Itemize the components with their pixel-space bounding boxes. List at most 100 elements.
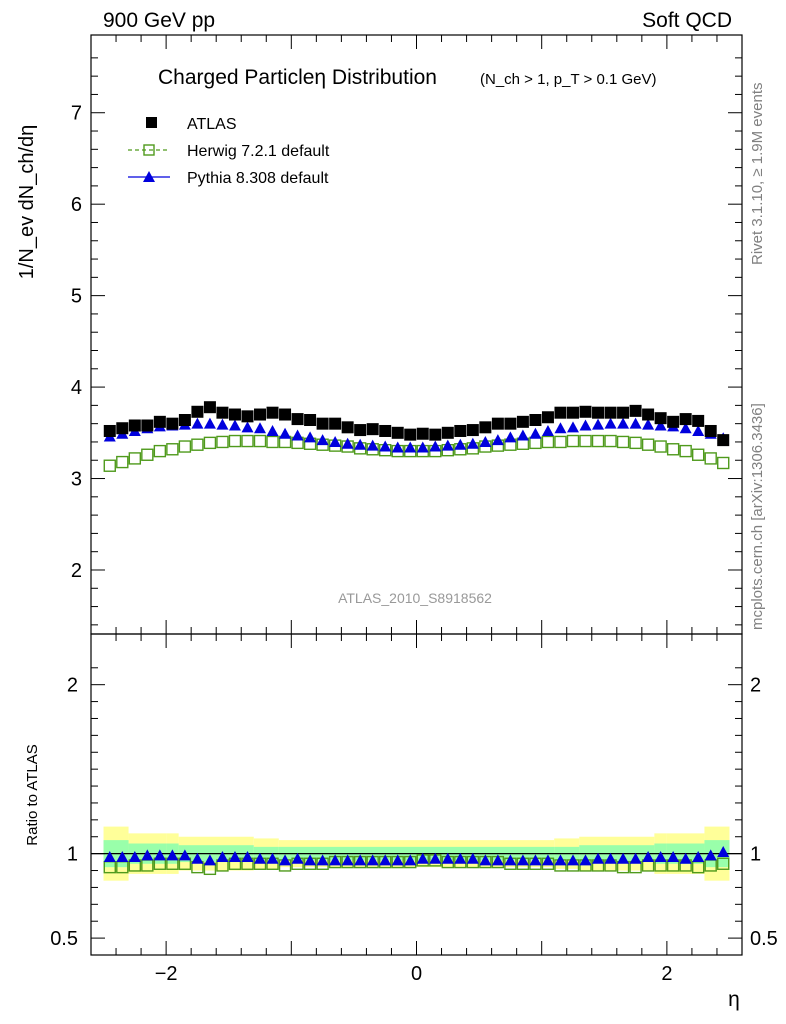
pythia-point [679, 422, 692, 434]
ratio-pythia-point [291, 852, 304, 864]
atlas-point [354, 424, 367, 437]
herwig-point [704, 452, 717, 465]
ratio-pythia-point [191, 852, 204, 864]
rivet-side-label: Rivet 3.1.10, ≥ 1.9M events [749, 83, 766, 266]
atlas-point [404, 428, 417, 441]
ratio-pythia-point [404, 854, 417, 866]
atlas-point [266, 406, 279, 419]
ratio-y-tick-label: 1 [67, 844, 78, 866]
ratio-y-tick-label-right: 2 [750, 675, 761, 697]
atlas-point [566, 406, 579, 419]
mcplots-side-label: mcplots.cern.ch [arXiv:1306.3436] [749, 403, 766, 630]
herwig-point [191, 438, 204, 451]
legend-atlas-marker [146, 117, 157, 128]
main-y-tick-label: 3 [71, 469, 82, 491]
herwig-point [604, 434, 617, 448]
ratio-pythia-point [629, 852, 642, 864]
herwig-point [679, 444, 692, 458]
pythia-point [479, 435, 492, 447]
herwig-point [591, 434, 605, 448]
pythia-point [491, 434, 504, 446]
pythia-point [354, 438, 367, 450]
ratio-pythia-point [692, 851, 705, 863]
ratio-pythia-point [491, 854, 504, 866]
pythia-point [504, 431, 517, 443]
atlas-point [366, 423, 379, 436]
atlas-point [329, 417, 342, 430]
atlas-point [216, 406, 229, 419]
ratio-pythia-point [366, 854, 379, 866]
herwig-point [616, 435, 630, 449]
atlas-point [429, 428, 442, 441]
ratio-pythia-point [416, 852, 429, 864]
atlas-point [116, 422, 129, 435]
ratio-pythia-point [617, 852, 630, 864]
ratio-pythia-point [354, 854, 367, 866]
pythia-point [566, 421, 579, 433]
header-left-label: 900 GeV pp [103, 9, 215, 32]
atlas-point [391, 426, 404, 439]
legend-atlas-label: ATLAS [187, 116, 237, 133]
pythia-point [629, 417, 642, 429]
atlas-point [479, 421, 492, 434]
x-tick-label: −2 [155, 963, 178, 985]
herwig-point [228, 434, 242, 448]
herwig-point [541, 435, 555, 449]
pythia-point [366, 439, 379, 451]
herwig-point [128, 452, 142, 465]
ratio-pythia-point [592, 852, 605, 864]
ratio-ylabel: Ratio to ATLAS [24, 744, 41, 845]
ratio-y-tick-label-right: 1 [750, 844, 761, 866]
herwig-point [253, 434, 267, 448]
atlas-point [617, 406, 630, 419]
herwig-point [654, 440, 667, 453]
herwig-point [103, 459, 116, 472]
atlas-point [141, 419, 154, 432]
ratio-herwig-point [717, 857, 730, 870]
pythia-point [529, 427, 542, 439]
atlas-point [128, 419, 141, 432]
ratio-pythia-point [141, 849, 154, 861]
atlas-point [454, 424, 467, 437]
atlas-point [642, 408, 655, 421]
atlas-point [291, 413, 304, 426]
atlas-point [191, 405, 204, 418]
herwig-point [203, 436, 217, 450]
ratio-plot-frame [90, 633, 743, 956]
ratio-pythia-point [516, 854, 529, 866]
pythia-point [429, 440, 442, 452]
ratio-pythia-point [116, 851, 129, 863]
ratio-pythia-point [429, 852, 442, 864]
main-subtitle: (N_ch > 1, p_T > 0.1 GeV) [480, 71, 656, 88]
pythia-point [441, 439, 454, 451]
ratio-pythia-point [341, 854, 354, 866]
ratio-pythia-point [266, 852, 279, 864]
ratio-pythia-point [329, 854, 342, 866]
atlas-point [717, 434, 730, 447]
pythia-point [216, 418, 229, 430]
main-title: Charged Particleη Distribution [158, 66, 437, 89]
ratio-pythia-point [654, 851, 667, 863]
atlas-point [304, 414, 317, 427]
main-plot-panel: 2 3 4 5 6 7 [71, 34, 743, 635]
pythia-point [241, 421, 254, 433]
ratio-plot-panel: −2 0 2 0.5 0.5 1 1 2 2 [50, 633, 778, 985]
atlas-point [667, 415, 680, 428]
herwig-point [579, 434, 592, 448]
pythia-point [341, 437, 354, 449]
herwig-point [629, 436, 642, 450]
herwig-point [178, 440, 192, 453]
herwig-point [266, 435, 279, 449]
atlas-point [692, 414, 705, 427]
ratio-pythia-point [704, 849, 717, 861]
atlas-point [579, 405, 592, 418]
pythia-point [391, 441, 404, 453]
atlas-point [103, 424, 116, 437]
legend-pythia-label: Pythia 8.308 default [187, 170, 329, 187]
main-y-tick-label: 7 [71, 103, 82, 125]
ratio-pythia-point [178, 849, 191, 861]
herwig-point [153, 444, 167, 458]
pythia-point [617, 417, 630, 429]
pythia-point [254, 422, 267, 434]
pythia-point [654, 419, 667, 431]
